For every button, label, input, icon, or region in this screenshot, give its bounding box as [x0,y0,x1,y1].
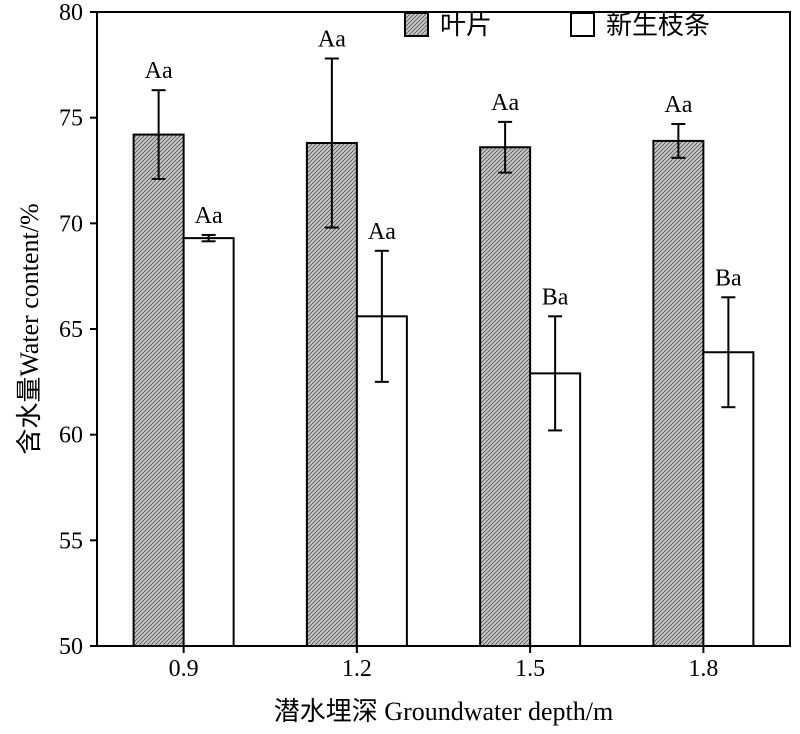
legend-label-leaf: 叶片 [440,11,492,40]
y-axis-title: 含水量Water content/% [15,203,44,454]
bar-leaf-1.8 [652,139,705,647]
significance-letter: Aa [491,90,519,116]
x-tick-label: 1.8 [688,656,718,682]
significance-letter: Aa [145,58,173,84]
x-axis-title: 潜水埋深 Groundwater depth/m [274,697,613,726]
y-tick-label: 50 [59,634,83,660]
y-tick-label: 65 [59,317,83,343]
legend-swatch-shoot [570,12,595,37]
y-tick-label: 80 [59,0,83,26]
significance-letter: Aa [368,219,396,245]
y-tick-label: 75 [59,106,83,132]
x-tick-label: 0.9 [169,656,199,682]
significance-letter: Aa [318,26,346,52]
bar-leaf-0.9 [132,133,185,647]
y-tick-label: 60 [59,423,83,449]
significance-letter: Ba [542,284,569,310]
legend-label-shoot: 新生枝条 [606,11,710,40]
bar-shoot-0.9 [182,237,235,647]
bar-leaf-1.5 [479,146,532,647]
y-tick-label: 70 [59,211,83,237]
legend-swatch-leaf [404,12,429,37]
x-tick-label: 1.5 [515,656,545,682]
x-tick-label: 1.2 [342,656,372,682]
significance-letter: Ba [715,265,742,291]
significance-letter: Aa [664,92,692,118]
significance-letter: Aa [195,203,223,229]
y-tick-label: 55 [59,528,83,554]
